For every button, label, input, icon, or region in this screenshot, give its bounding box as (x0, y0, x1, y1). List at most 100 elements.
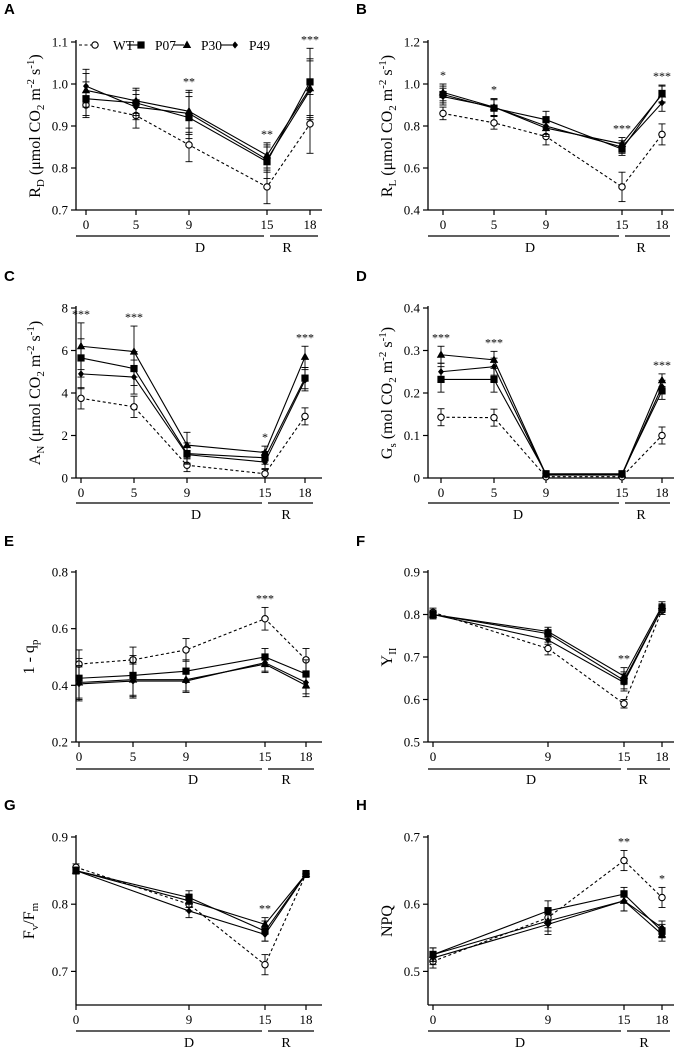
x-tick-label: 0 (430, 1012, 437, 1027)
ylabel-sup: -1 (25, 60, 37, 69)
ylabel-main: Y (379, 654, 396, 666)
y-tick-label: 0.8 (404, 119, 420, 134)
data-point (76, 341, 86, 350)
ylabel-sup: -1 (377, 332, 389, 341)
y-tick-label: 0.9 (52, 119, 68, 134)
significance-mark: *** (296, 330, 314, 344)
data-point (657, 90, 667, 98)
data-point (659, 383, 665, 391)
ylabel-sub: 2 (35, 371, 47, 377)
y-axis-label: 1 - qp (21, 639, 41, 674)
series-line (85, 104, 311, 188)
recovery-label: R (281, 508, 291, 523)
data-point (619, 471, 625, 479)
ylabel-sub: N (35, 446, 47, 454)
drought-label: D (513, 508, 523, 523)
series-p49 (75, 653, 310, 702)
x-tick-label: 0 (73, 1012, 80, 1027)
ylabel-text: (μmol CO (27, 110, 44, 179)
x-tick-label: 9 (545, 749, 552, 764)
data-point (131, 373, 137, 381)
ylabel-sub: D (35, 179, 47, 187)
x-tick-label: 5 (130, 749, 137, 764)
x-tick-label: 0 (440, 217, 447, 232)
series-p49 (439, 87, 666, 154)
data-point (490, 413, 498, 422)
legend: WT P07 P30 P49 (79, 38, 270, 53)
y-tick-label: 0.6 (52, 621, 69, 636)
ylabel-main: G (379, 447, 396, 459)
recovery-label: R (639, 1036, 649, 1051)
ylabel-text: ) (27, 54, 44, 59)
data-point (263, 183, 271, 191)
ylabel-text: m (379, 360, 396, 377)
legend-label: P30 (201, 38, 222, 53)
data-point (301, 412, 309, 421)
ylabel-sub: s (387, 443, 399, 447)
y-tick-label: 1.1 (52, 35, 68, 50)
series-line (440, 416, 663, 478)
data-point (620, 699, 628, 708)
ylabel-sup: -2 (25, 79, 37, 88)
ylabel-sub: 2 (35, 105, 47, 111)
data-point (261, 614, 269, 623)
y-tick-label: 1.0 (52, 77, 68, 92)
x-tick-label: 0 (78, 485, 85, 500)
data-point (303, 678, 309, 687)
legend-marker-p07 (137, 41, 145, 49)
ylabel-main: R (27, 187, 44, 198)
y-tick-label: 6 (62, 343, 69, 358)
x-tick-label: 9 (184, 485, 191, 500)
y-tick-label: 0.9 (52, 830, 68, 845)
y-axis-label: Gs (mol CO2 m-2 s-1) (377, 327, 399, 459)
x-tick-label: 9 (186, 217, 193, 232)
x-tick-label: 0 (83, 217, 90, 232)
series-line (440, 366, 663, 476)
data-point (545, 636, 551, 644)
significance-mark: *** (301, 32, 319, 46)
legend-marker-wt (91, 41, 99, 49)
ylabel-text: m (379, 88, 396, 105)
x-tick-label: 18 (299, 485, 312, 500)
significance-mark: *** (125, 310, 143, 324)
significance-mark: *** (432, 330, 450, 344)
ylabel-sub: 2 (387, 105, 399, 111)
series-line (75, 866, 307, 966)
x-tick-label: 18 (304, 217, 317, 232)
y-tick-label: 0.8 (404, 607, 420, 622)
data-point (659, 604, 665, 612)
ylabel-text: ) (379, 55, 396, 60)
ylabel-text: s (379, 69, 396, 79)
data-point (261, 469, 269, 478)
x-tick-label: 9 (545, 1012, 552, 1027)
ylabel-text: ) (379, 327, 396, 332)
ylabel-main: 1 - q (21, 645, 38, 674)
y-tick-label: 0.8 (52, 897, 68, 912)
ylabel-sub: m (29, 902, 41, 911)
ylabel-text: m (27, 88, 44, 105)
series-p30 (436, 345, 667, 478)
data-point (658, 431, 666, 440)
legend-marker-p30 (182, 40, 192, 48)
drought-label: D (525, 241, 535, 256)
y-tick-label: 0.7 (52, 964, 69, 979)
series-p30 (74, 655, 311, 700)
series-line (442, 91, 663, 145)
ylabel-sub: 2 (387, 377, 399, 383)
panel-label: B (356, 1, 367, 18)
series-p49 (77, 358, 309, 469)
data-point (77, 394, 85, 403)
ylabel-main: A (27, 453, 44, 465)
data-point (619, 143, 625, 151)
y-tick-label: 0.7 (52, 203, 69, 218)
y-tick-label: 4 (62, 386, 69, 401)
series-line (432, 900, 663, 956)
x-tick-label: 5 (131, 485, 138, 500)
data-point (436, 350, 446, 358)
ylabel-text: s (379, 341, 396, 351)
ylabel-text: s (27, 335, 44, 345)
data-point (621, 678, 627, 687)
y-axis-label: YII (379, 647, 399, 666)
data-point (182, 646, 190, 654)
